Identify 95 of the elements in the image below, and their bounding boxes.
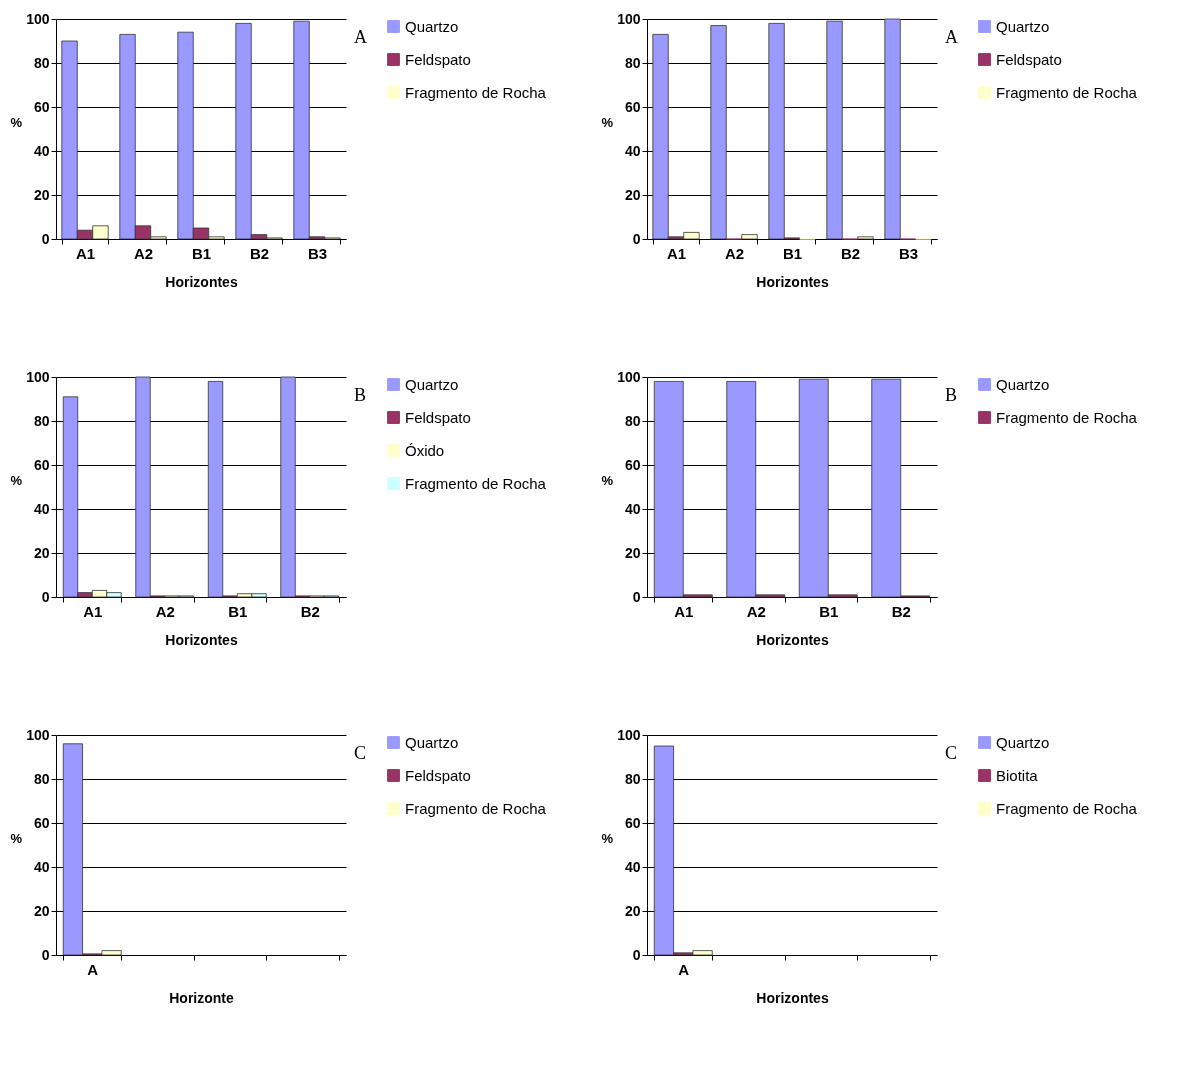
y-tick-label: 60 [33, 456, 50, 473]
legend-label: Biotita [996, 766, 1039, 784]
y-tick-label: 20 [33, 902, 50, 919]
y-axis-title: % [10, 114, 23, 130]
y-tick-label: 100 [26, 10, 50, 27]
y-axis-title: % [10, 472, 23, 488]
y-tick-label: 0 [41, 588, 50, 605]
y-tick-label: 100 [617, 368, 641, 385]
bar [884, 18, 901, 240]
legend-label: Feldspato [405, 50, 471, 68]
bar [826, 20, 843, 240]
y-tick-label: 20 [33, 544, 50, 561]
y-tick-label: 100 [26, 726, 50, 743]
y-axis-title: % [601, 472, 614, 488]
x-tick-label: B1 [228, 602, 248, 620]
legend-label: Fragmento de Rocha [405, 799, 547, 817]
y-tick-label: 100 [617, 726, 641, 743]
x-tick-label: B1 [191, 244, 212, 262]
y-tick-label: 60 [624, 456, 641, 473]
text: A [945, 27, 958, 47]
y-tick-label: 40 [624, 858, 641, 875]
legend-label: Fragmento de Rocha [996, 799, 1138, 817]
x-tick-label: A1 [674, 602, 694, 620]
y-tick-label: 80 [33, 770, 50, 787]
text: A [354, 27, 367, 47]
y-tick-label: 60 [33, 814, 50, 831]
y-tick-label: 80 [624, 770, 641, 787]
x-tick-label: A1 [666, 244, 687, 262]
legend-label: Quartzo [405, 733, 459, 751]
legend-label: Quartzo [996, 375, 1050, 393]
x-tick-label: A2 [746, 602, 766, 620]
text: C [945, 743, 958, 763]
y-tick-label: 0 [632, 946, 641, 963]
y-axis-title: % [601, 830, 614, 846]
y-tick-label: 20 [624, 544, 641, 561]
legend-label: Quartzo [996, 733, 1050, 751]
y-tick-label: 60 [624, 98, 641, 115]
x-axis-title: Horizontes [165, 631, 238, 648]
y-tick-label: 0 [41, 946, 50, 963]
x-axis-title: Horizontes [756, 273, 829, 290]
y-tick-label: 80 [624, 412, 641, 429]
y-tick-label: 80 [624, 54, 641, 71]
legend-label: Fragmento de Rocha [405, 474, 547, 492]
y-tick-label: 60 [33, 98, 50, 115]
x-tick-label: B2 [300, 602, 320, 620]
y-tick-label: 20 [624, 902, 641, 919]
y-tick-label: 40 [33, 142, 50, 159]
legend-label: Feldspato [996, 50, 1062, 68]
y-axis-title: % [10, 830, 23, 846]
y-tick-label: 0 [41, 230, 50, 247]
x-tick-label: A2 [133, 244, 154, 262]
y-tick-label: 40 [33, 858, 50, 875]
x-tick-label: A1 [75, 244, 96, 262]
legend-label: Fragmento de Rocha [996, 83, 1138, 101]
y-tick-label: 100 [26, 368, 50, 385]
y-axis-title: % [601, 114, 614, 130]
legend-label: Quartzo [405, 17, 459, 35]
x-tick-label: A2 [724, 244, 745, 262]
x-tick-label: B2 [891, 602, 911, 620]
legend-label: Feldspato [405, 408, 471, 426]
x-tick-label: B2 [840, 244, 861, 262]
x-tick-label: B3 [898, 244, 919, 262]
y-tick-label: 40 [624, 500, 641, 517]
legend-label: Óxido [405, 441, 445, 459]
legend-label: Fragmento de Rocha [405, 83, 547, 101]
y-tick-label: 0 [632, 230, 641, 247]
x-tick-label: A1 [83, 602, 103, 620]
y-tick-label: 40 [624, 142, 641, 159]
x-axis-title: Horizontes [756, 631, 829, 648]
y-tick-label: 40 [33, 500, 50, 517]
x-tick-label: B3 [307, 244, 328, 262]
text: B [945, 385, 958, 405]
bar [741, 234, 758, 240]
y-tick-label: 80 [33, 412, 50, 429]
x-tick-label: A2 [155, 602, 175, 620]
x-tick-label: B1 [819, 602, 839, 620]
legend-label: Feldspato [405, 766, 471, 784]
legend-label: Quartzo [405, 375, 459, 393]
x-axis-title: Horizontes [756, 989, 829, 1006]
text: B [354, 385, 367, 405]
y-tick-label: 100 [617, 10, 641, 27]
text: C [354, 743, 367, 763]
x-axis-title: Horizonte [169, 989, 234, 1006]
bar [710, 25, 727, 240]
y-tick-label: 20 [33, 186, 50, 203]
bar [857, 236, 874, 240]
y-tick-label: 60 [624, 814, 641, 831]
y-tick-label: 20 [624, 186, 641, 203]
x-tick-label: B1 [782, 244, 803, 262]
legend-label: Fragmento de Rocha [996, 408, 1138, 426]
y-tick-label: 80 [33, 54, 50, 71]
y-tick-label: 0 [632, 588, 641, 605]
x-tick-label: B2 [249, 244, 270, 262]
legend-label: Quartzo [996, 17, 1050, 35]
x-axis-title: Horizontes [165, 273, 238, 290]
